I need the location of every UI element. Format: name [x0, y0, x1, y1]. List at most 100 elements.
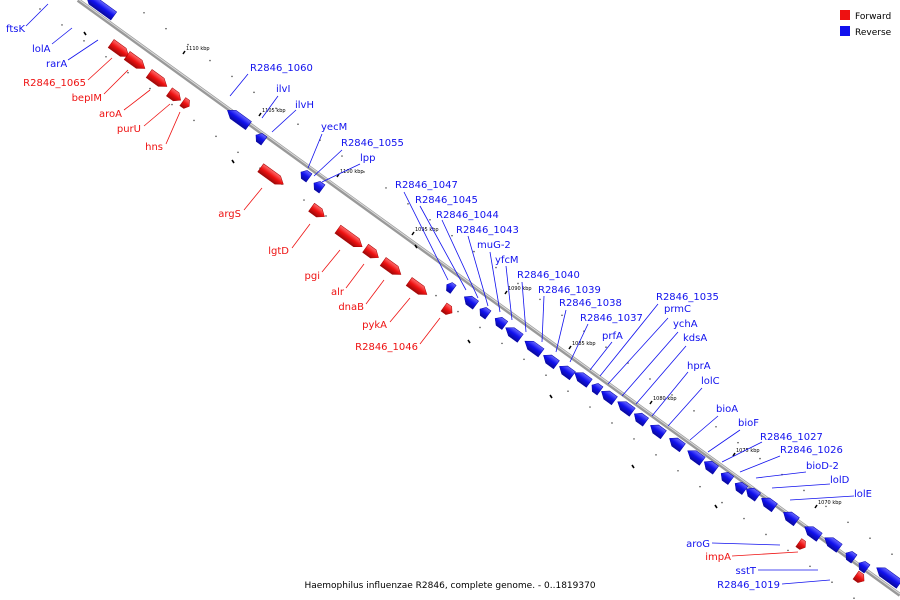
forward-gene-arrow[interactable]	[440, 302, 455, 317]
reverse-gene-arrow[interactable]	[298, 168, 313, 183]
reverse-gene-arrow[interactable]	[667, 434, 686, 453]
reverse-gene-label[interactable]: R2846_1038	[559, 298, 622, 309]
forward-gene-arrow[interactable]	[852, 570, 867, 585]
reverse-gene-label[interactable]: R2846_1045	[415, 195, 478, 206]
reverse-gene-label[interactable]: sstT	[736, 566, 757, 577]
reverse-gene-label[interactable]: lpp	[360, 153, 375, 164]
reverse-gene-arrow[interactable]	[615, 398, 636, 417]
reverse-gene-arrow[interactable]	[856, 559, 871, 574]
reverse-gene-arrow[interactable]	[477, 305, 492, 320]
reverse-gene-label[interactable]: prmC	[664, 304, 691, 315]
forward-gene-arrow[interactable]	[379, 257, 404, 279]
reverse-gene-label[interactable]: R2846_1026	[780, 445, 843, 456]
reverse-gene-label[interactable]: R2846_1019	[717, 580, 780, 591]
reverse-gene-arrow[interactable]	[822, 534, 843, 553]
reverse-gene-label[interactable]: R2846_1037	[580, 313, 643, 324]
reverse-gene-label[interactable]: ychA	[673, 319, 698, 330]
reverse-gene-arrow[interactable]	[572, 369, 593, 388]
reverse-gene-arrow[interactable]	[589, 381, 604, 396]
forward-gene-arrow[interactable]	[145, 69, 170, 91]
reverse-gene-arrow[interactable]	[802, 523, 823, 542]
forward-gene-arrow[interactable]	[257, 163, 287, 189]
forward-gene-arrow[interactable]	[308, 202, 328, 220]
reverse-gene-label[interactable]: aroG	[686, 539, 710, 550]
reverse-gene-label[interactable]: yfcM	[495, 255, 519, 266]
reverse-gene-arrow[interactable]	[648, 421, 667, 440]
reverse-gene-arrow[interactable]	[874, 564, 900, 589]
reverse-gene-arrow[interactable]	[599, 387, 618, 406]
forward-gene-label[interactable]: aroA	[99, 109, 122, 120]
reverse-gene-label[interactable]: bioF	[738, 418, 759, 429]
forward-gene-arrow[interactable]	[123, 51, 148, 73]
reverse-gene-label[interactable]: R2846_1040	[517, 270, 580, 281]
legend-swatch-reverse	[840, 26, 850, 36]
reverse-gene-arrow[interactable]	[311, 179, 326, 194]
reverse-gene-label[interactable]: R2846_1027	[760, 432, 823, 443]
reverse-gene-label[interactable]: bioD-2	[806, 461, 839, 472]
reverse-gene-label[interactable]: R2846_1043	[456, 225, 519, 236]
forward-gene-label[interactable]: purU	[117, 124, 141, 135]
reverse-gene-arrow[interactable]	[843, 549, 858, 564]
reverse-gene-label[interactable]: rarA	[46, 59, 67, 70]
reverse-gene-label[interactable]: kdsA	[683, 333, 707, 344]
reverse-gene-arrow[interactable]	[503, 324, 524, 343]
forward-gene-label[interactable]: R2846_1065	[23, 78, 86, 89]
reverse-gene-label[interactable]: R2846_1039	[538, 285, 601, 296]
reverse-gene-arrow[interactable]	[701, 458, 719, 475]
forward-gene-label[interactable]: hns	[145, 142, 163, 153]
reverse-gene-label[interactable]: lolE	[854, 489, 872, 500]
forward-gene-label[interactable]: lgtD	[268, 246, 289, 257]
reverse-gene-arrow[interactable]	[781, 508, 800, 527]
reverse-gene-label[interactable]: R2846_1035	[656, 292, 719, 303]
reverse-gene-arrow[interactable]	[631, 410, 649, 427]
legend: Forward Reverse	[840, 10, 892, 38]
reverse-gene-label[interactable]: yecM	[321, 122, 347, 133]
reverse-gene-arrow[interactable]	[444, 281, 457, 294]
reverse-gene-label[interactable]: ftsK	[6, 24, 25, 35]
reverse-gene-label[interactable]: muG-2	[477, 240, 511, 251]
reverse-gene-label[interactable]: lolA	[32, 44, 51, 55]
reverse-gene-label[interactable]: R2846_1055	[341, 138, 404, 149]
position-dots	[39, 8, 893, 599]
forward-gene-arrow[interactable]	[334, 224, 365, 251]
forward-gene-arrow[interactable]	[362, 243, 382, 261]
forward-gene-label[interactable]: argS	[218, 209, 241, 220]
reverse-gene-arrow[interactable]	[253, 131, 268, 146]
forward-gene-label[interactable]: alr	[331, 287, 345, 298]
scale-tick	[411, 231, 415, 236]
reverse-gene-arrow[interactable]	[83, 0, 118, 21]
leader-line	[365, 279, 385, 305]
reverse-gene-label[interactable]: lolC	[701, 376, 720, 387]
reverse-gene-label[interactable]: lolD	[830, 475, 850, 486]
reverse-gene-arrow[interactable]	[732, 479, 749, 495]
reverse-gene-arrow[interactable]	[743, 485, 761, 502]
reverse-gene-arrow[interactable]	[461, 293, 479, 310]
forward-gene-label[interactable]: pgi	[305, 271, 320, 282]
forward-gene-arrow[interactable]	[405, 277, 430, 299]
forward-gene-arrow[interactable]	[166, 87, 183, 104]
forward-gene-arrow[interactable]	[795, 538, 808, 552]
reverse-gene-label[interactable]: R2846_1060	[250, 63, 313, 74]
reverse-gene-arrow[interactable]	[225, 106, 252, 131]
reverse-gene-arrow[interactable]	[522, 337, 545, 358]
reverse-gene-label[interactable]: ilvI	[276, 84, 290, 95]
forward-gene-label[interactable]: dnaB	[338, 302, 364, 313]
reverse-gene-label[interactable]: bioA	[716, 404, 738, 415]
forward-gene-arrow[interactable]	[107, 39, 132, 61]
reverse-gene-label[interactable]: R2846_1044	[436, 210, 499, 221]
forward-gene-label[interactable]: pykA	[362, 320, 387, 331]
forward-gene-label[interactable]: impA	[705, 552, 731, 563]
reverse-gene-label[interactable]: hprA	[687, 361, 711, 372]
forward-gene-label[interactable]: bepIM	[72, 93, 102, 104]
reverse-gene-label[interactable]: ilvH	[295, 100, 314, 111]
reverse-gene-arrow[interactable]	[541, 351, 560, 370]
forward-gene-arrow[interactable]	[179, 97, 192, 111]
reverse-gene-arrow[interactable]	[759, 494, 778, 513]
reverse-gene-arrow[interactable]	[492, 314, 509, 330]
reverse-gene-arrow[interactable]	[718, 469, 735, 485]
reverse-gene-label[interactable]: prfA	[602, 331, 623, 342]
reverse-gene-label[interactable]: R2846_1047	[395, 180, 458, 191]
reverse-gene-arrow[interactable]	[557, 362, 576, 381]
reverse-gene-arrow[interactable]	[685, 447, 706, 466]
forward-gene-label[interactable]: R2846_1046	[355, 342, 418, 353]
